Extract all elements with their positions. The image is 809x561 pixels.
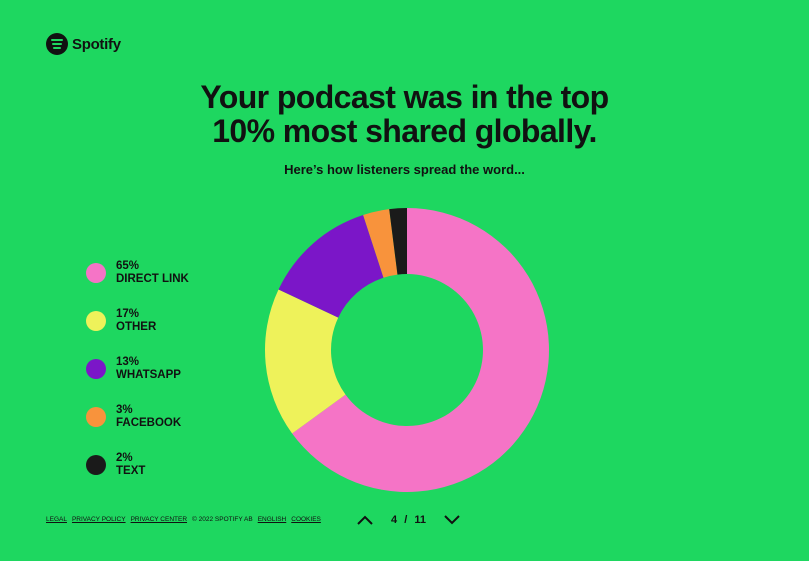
legend-label: WHATSAPP [116, 369, 181, 381]
legend-swatch [86, 407, 106, 427]
donut-segment-whatsapp [278, 214, 384, 318]
donut-segment-text [389, 208, 407, 275]
donut-segment-other [265, 289, 346, 434]
spotify-wordmark: Spotify [72, 35, 121, 53]
total-pages: 11 [414, 514, 426, 526]
current-page: 4 [391, 514, 398, 526]
title-line-1: Your podcast was in the top [200, 79, 609, 115]
legend-item: 17% OTHER [86, 297, 189, 345]
donut-segment-facebook [363, 209, 398, 278]
page-subtitle: Here’s how listeners spread the word... [284, 162, 525, 177]
page-title: Your podcast was in the top 10% most sha… [0, 80, 809, 148]
legend-swatch [86, 311, 106, 331]
privacy-policy-link[interactable]: PRIVACY POLICY [71, 516, 126, 523]
share-legend: 65% DIRECT LINK 17% OTHER 13% WHATSAPP 3% FA… [86, 249, 189, 489]
chevron-up-icon [357, 515, 373, 525]
page-separator: / [404, 514, 408, 526]
title-line-2: 10% most shared globally. [212, 113, 597, 149]
legend-label: DIRECT LINK [116, 273, 189, 285]
legend-label: OTHER [116, 321, 157, 333]
spotify-logo[interactable]: Spotify [46, 33, 121, 55]
privacy-center-link[interactable]: PRIVACY CENTER [130, 516, 188, 523]
legend-swatch [86, 455, 106, 475]
legend-percent: 17% [116, 308, 140, 320]
legend-label: TEXT [116, 465, 146, 477]
legend-swatch [86, 263, 106, 283]
footer-links: LEGAL PRIVACY POLICY PRIVACY CENTER © 20… [46, 516, 321, 523]
previous-page-button[interactable] [355, 510, 375, 530]
legend-label: FACEBOOK [116, 417, 182, 429]
legend-percent: 13% [116, 356, 140, 368]
donut-segment-direct-link [292, 208, 549, 493]
legend-item: 65% DIRECT LINK [86, 249, 189, 297]
legend-percent: 3% [116, 404, 133, 416]
legend-item: 3% FACEBOOK [86, 393, 189, 441]
language-link[interactable]: ENGLISH [257, 516, 287, 523]
cookies-link[interactable]: COOKIES [291, 516, 321, 523]
copyright-text: © 2022 SPOTIFY AB [192, 516, 253, 523]
chevron-down-icon [444, 515, 460, 525]
legend-swatch [86, 359, 106, 379]
donut-segments [265, 208, 549, 493]
legend-percent: 65% [116, 260, 140, 272]
legend-item: 13% WHATSAPP [86, 345, 189, 393]
next-page-button[interactable] [442, 510, 462, 530]
story-pager: 4 / 11 [355, 510, 462, 530]
legend-item: 2% TEXT [86, 441, 189, 489]
spotify-icon [46, 33, 68, 55]
page-indicator: 4 / 11 [391, 514, 426, 526]
legend-percent: 2% [116, 452, 133, 464]
legal-link[interactable]: LEGAL [46, 516, 67, 523]
